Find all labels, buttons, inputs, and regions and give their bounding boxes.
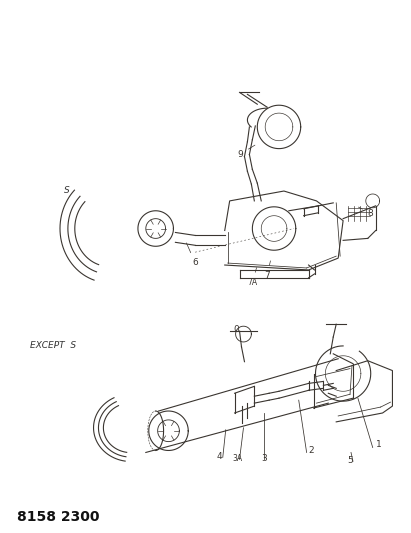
Text: 3: 3 <box>261 454 267 463</box>
Text: 5: 5 <box>347 456 353 465</box>
Text: 1: 1 <box>376 440 381 449</box>
Text: 6: 6 <box>187 243 198 267</box>
Text: 7: 7 <box>264 261 270 280</box>
Text: 2: 2 <box>309 447 314 455</box>
Text: S: S <box>64 186 70 195</box>
Text: 9: 9 <box>238 145 255 158</box>
Text: 4: 4 <box>217 453 223 462</box>
Text: EXCEPT  S: EXCEPT S <box>30 341 76 350</box>
Text: 0: 0 <box>234 325 240 334</box>
Text: 7A: 7A <box>247 268 258 287</box>
Text: 8158 2300: 8158 2300 <box>16 510 99 523</box>
Text: 3A: 3A <box>233 454 242 463</box>
Text: 8: 8 <box>358 207 374 217</box>
